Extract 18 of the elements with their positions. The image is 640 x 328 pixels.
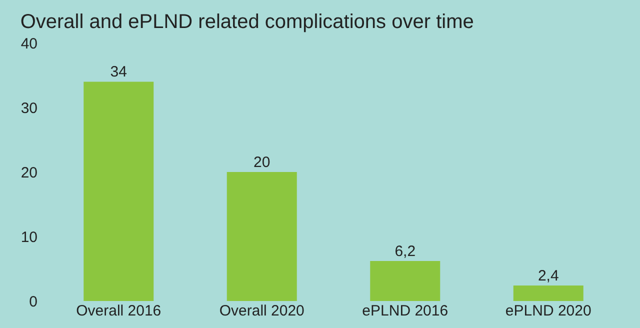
data-label: 34 <box>110 64 127 81</box>
y-tick-label: 10 <box>20 229 38 246</box>
y-tick-label: 0 <box>29 294 38 310</box>
x-tick-label: ePLND 2016 <box>362 302 448 320</box>
bar <box>84 82 154 301</box>
chart-title: Overall and ePLND related complications over time <box>20 11 474 33</box>
y-tick-label: 30 <box>20 100 38 117</box>
bar <box>513 286 584 301</box>
x-tick-label: Overall 2020 <box>219 302 304 320</box>
bar <box>226 172 297 301</box>
y-tick-label: 20 <box>20 164 38 182</box>
bar <box>370 261 440 301</box>
data-label: 6,2 <box>394 243 416 260</box>
x-tick-label: Overall 2016 <box>76 302 162 320</box>
x-tick-label: ePLND 2020 <box>505 302 592 320</box>
y-tick-label: 40 <box>20 36 38 52</box>
data-label: 20 <box>254 154 270 171</box>
data-label: 2,4 <box>538 268 559 285</box>
